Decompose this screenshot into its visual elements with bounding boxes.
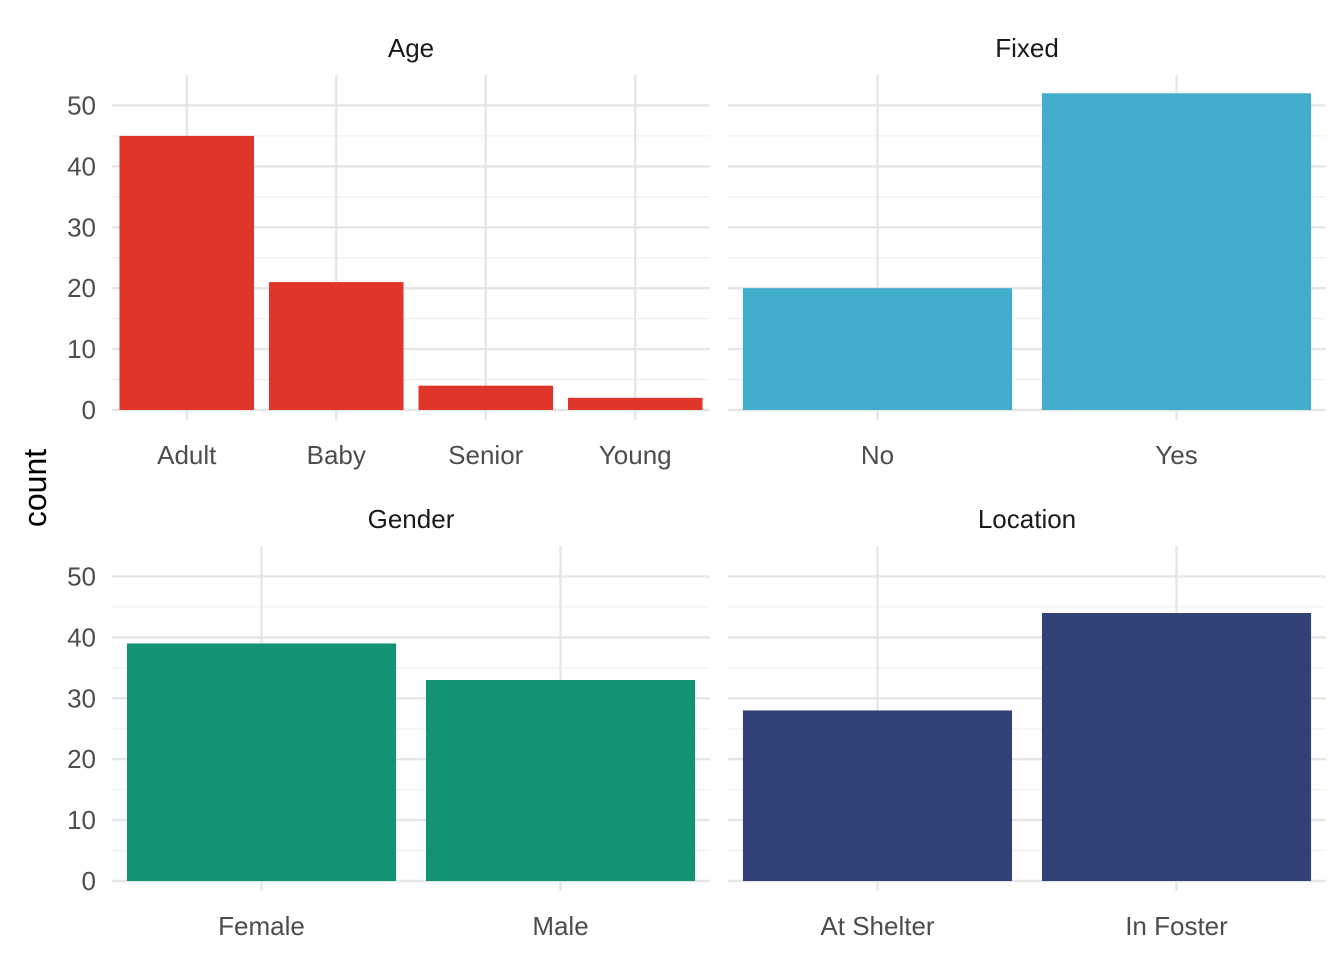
y-tick-label: 10 (67, 334, 96, 364)
bar-no (742, 288, 1013, 410)
bar-senior (418, 385, 554, 410)
facet-title: Age (388, 33, 434, 63)
facet-panel-gender: Female Male 0 10 20 30 40 50 Gender (67, 504, 710, 941)
facet-panel-fixed: No Yes Fixed (728, 33, 1326, 470)
y-tick-label: 10 (67, 805, 96, 835)
y-tick-label: 0 (82, 866, 96, 896)
facet-title: Fixed (995, 33, 1059, 63)
facet-title: Location (978, 504, 1076, 534)
y-tick-label: 30 (67, 683, 96, 713)
x-tick-label: Baby (307, 440, 366, 470)
facet-panel-location: At Shelter In Foster Location (728, 504, 1326, 941)
y-tick-label: 20 (67, 273, 96, 303)
facet-panel-age: Adult Baby Senior Young 0 10 20 30 40 50 Age (67, 33, 710, 470)
facet-title: Gender (368, 504, 455, 534)
bar-at-shelter (742, 710, 1013, 881)
x-tick-label: Adult (157, 440, 217, 470)
y-tick-label: 40 (67, 151, 96, 181)
y-tick-label: 30 (67, 212, 96, 242)
facet-panels: Adult Baby Senior Young 0 10 20 30 40 50 Age No Yes F… (67, 33, 1326, 941)
x-tick-label: No (861, 440, 894, 470)
bar-adult (119, 135, 255, 410)
y-tick-label: 0 (82, 395, 96, 425)
x-tick-label: At Shelter (820, 911, 935, 941)
bar-young (567, 397, 703, 410)
x-tick-label: Male (532, 911, 588, 941)
bar-in-foster (1041, 613, 1312, 881)
bar-male (425, 680, 696, 881)
x-tick-label: Yes (1155, 440, 1197, 470)
y-tick-label: 50 (67, 90, 96, 120)
x-tick-label: In Foster (1125, 911, 1228, 941)
bar-yes (1041, 93, 1312, 410)
bar-baby (268, 282, 404, 410)
y-tick-label: 50 (67, 561, 96, 591)
x-tick-label: Young (599, 440, 672, 470)
y-tick-label: 40 (67, 622, 96, 652)
x-tick-label: Senior (448, 440, 523, 470)
bar-female (126, 643, 397, 881)
y-tick-label: 20 (67, 744, 96, 774)
x-tick-label: Female (218, 911, 305, 941)
y-axis-title: count (17, 449, 53, 527)
